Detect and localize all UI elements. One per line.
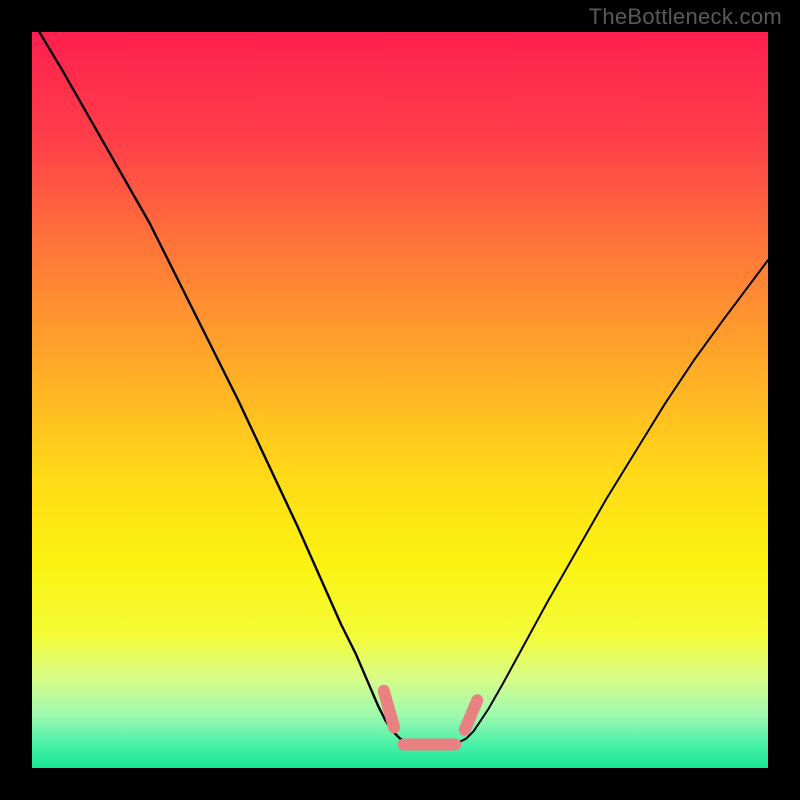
- chart-background: [32, 32, 768, 768]
- bottleneck-chart: [0, 0, 800, 800]
- watermark-text: TheBottleneck.com: [589, 4, 782, 30]
- chart-canvas: [0, 0, 800, 800]
